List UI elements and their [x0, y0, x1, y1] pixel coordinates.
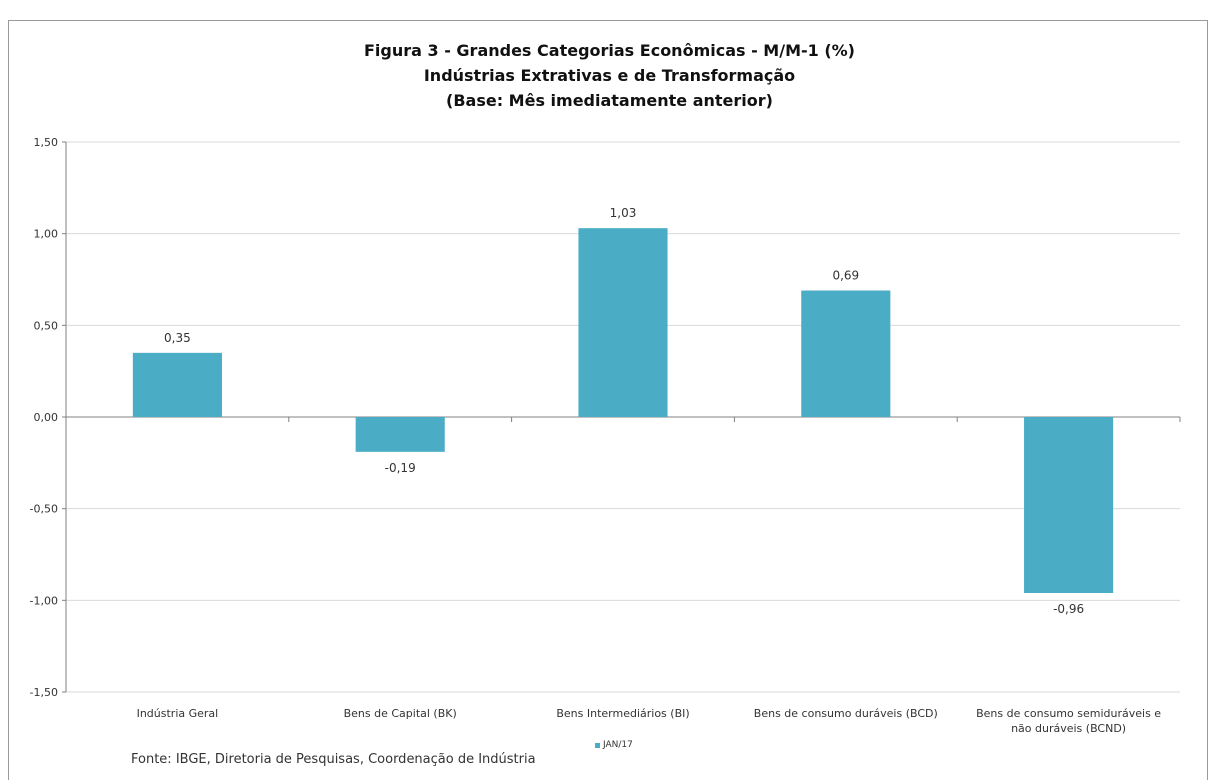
chart-title-line-3: (Base: Mês imediatamente anterior)	[446, 91, 773, 110]
legend-entry-label: JAN/17	[603, 740, 633, 750]
data-label: -0,96	[1053, 602, 1084, 616]
y-tick-label: 0,00	[34, 411, 59, 424]
category-label: Bens Intermediários (BI)	[556, 707, 689, 720]
legend-swatch	[595, 742, 600, 748]
data-label: 0,35	[164, 331, 191, 345]
category-label: Bens de Capital (BK)	[344, 707, 457, 720]
y-tick-label: 1,50	[34, 136, 59, 149]
chart-title-line-1: Figura 3 - Grandes Categorias Econômicas…	[363, 41, 855, 60]
category-label: Bens de consumo duráveis (BCD)	[754, 707, 938, 720]
legend: JAN/17	[595, 740, 633, 750]
y-tick-label: 0,50	[34, 319, 59, 332]
data-label: 0,69	[832, 269, 859, 283]
y-tick-label: 1,00	[34, 228, 59, 241]
source-note: Fonte: IBGE, Diretoria de Pesquisas, Coo…	[131, 752, 536, 767]
y-tick-label: -1,50	[30, 686, 58, 699]
bar	[1024, 417, 1114, 593]
chart-title: Figura 3 - Grandes Categorias Econômicas…	[0, 38, 1219, 113]
category-label: Bens de consumo semiduráveis e	[976, 707, 1161, 720]
category-label: não duráveis (BCND)	[1011, 722, 1126, 735]
chart-title-line-2: Indústrias Extrativas e de Transformação	[423, 66, 796, 85]
y-tick-label: -0,50	[30, 503, 58, 516]
bar	[578, 228, 668, 417]
bar	[132, 352, 222, 417]
bar	[801, 290, 891, 417]
category-label: Indústria Geral	[137, 707, 219, 720]
data-label: -0,19	[385, 461, 416, 475]
bar	[355, 417, 445, 452]
y-tick-label: -1,00	[30, 594, 58, 607]
data-label: 1,03	[610, 206, 637, 220]
